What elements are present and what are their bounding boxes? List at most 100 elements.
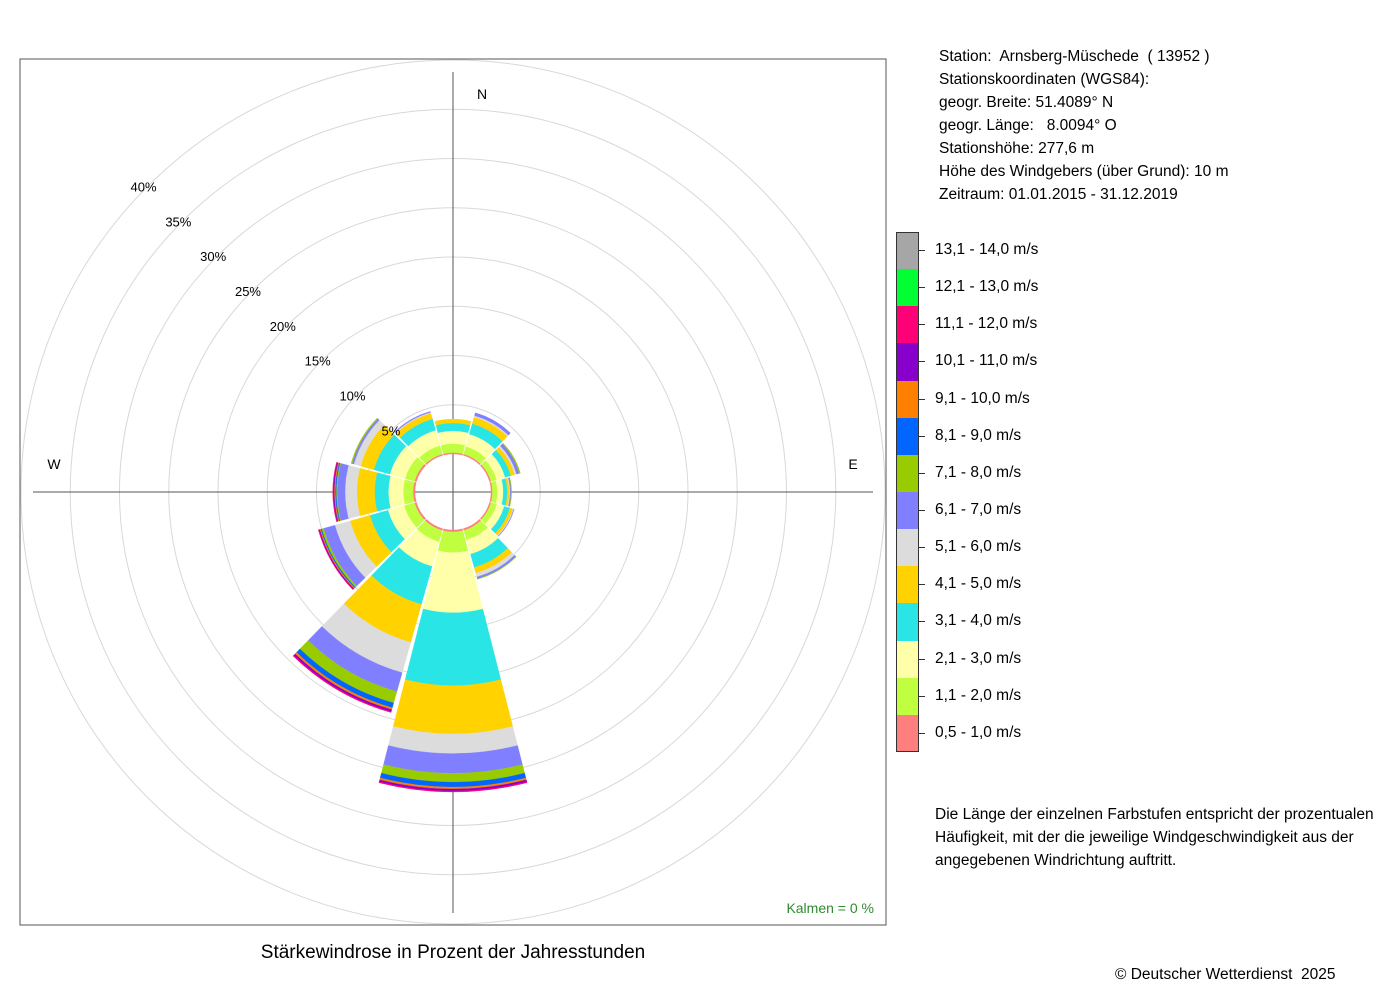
sector-150-band-7 bbox=[477, 556, 517, 580]
radial-tick-labels: 5% 10% 15% 20% 25% 30% 35% 40% bbox=[130, 180, 400, 439]
sector-180-band-9 bbox=[379, 777, 527, 790]
legend-swatch bbox=[896, 603, 919, 641]
sector-180 bbox=[378, 528, 528, 793]
legend-label: 1,1 - 2,0 m/s bbox=[935, 686, 1022, 704]
legend-swatch bbox=[896, 529, 919, 567]
legend-swatch bbox=[896, 306, 919, 344]
legend-swatch bbox=[896, 380, 919, 418]
longitude: geogr. Länge: 8.0094° O bbox=[939, 117, 1117, 134]
legend-label: 10,1 - 11,0 m/s bbox=[935, 352, 1038, 370]
sector-180-band-1 bbox=[437, 530, 469, 553]
copyright: © Deutscher Wetterdienst 2025 bbox=[1115, 966, 1336, 983]
legend-label: 7,1 - 8,0 m/s bbox=[935, 463, 1022, 481]
legend-swatch bbox=[896, 677, 919, 715]
sector-0-band-1 bbox=[440, 443, 466, 454]
legend-label: 0,5 - 1,0 m/s bbox=[935, 723, 1022, 741]
grid-ring-40 bbox=[20, 59, 886, 925]
legend-item: 0,5 - 1,0 m/s bbox=[896, 714, 1196, 752]
sector-180-band-11 bbox=[378, 781, 528, 793]
sector-150 bbox=[463, 518, 517, 580]
sector-60 bbox=[479, 442, 521, 482]
wind-rose-chart: 5% 10% 15% 20% 25% 30% 35% 40% N E W Kalmen = 0… bbox=[19, 58, 887, 926]
sector-270-band-1 bbox=[403, 479, 415, 505]
legend-tick bbox=[919, 547, 925, 549]
legend-swatch bbox=[896, 566, 919, 604]
sector-180-band-5 bbox=[388, 726, 518, 754]
legend-label: 5,1 - 6,0 m/s bbox=[935, 538, 1022, 556]
legend-tick bbox=[919, 398, 925, 400]
sector-270-band-3 bbox=[374, 472, 391, 512]
legend-swatch bbox=[896, 232, 919, 270]
sector-60-band-7 bbox=[502, 442, 521, 474]
radial-tick-label: 15% bbox=[305, 354, 331, 369]
sector-30 bbox=[463, 412, 511, 466]
radial-tick-label: 20% bbox=[270, 319, 296, 334]
radial-tick-label: 40% bbox=[130, 180, 156, 195]
legend-item: 7,1 - 8,0 m/s bbox=[896, 454, 1196, 492]
plot-border bbox=[19, 58, 887, 926]
legend-label: 6,1 - 7,0 m/s bbox=[935, 501, 1022, 518]
sensor-height: Höhe des Windgebers (über Grund): 10 m bbox=[939, 163, 1229, 180]
radial-tick-label: 25% bbox=[235, 284, 261, 299]
legend-item: 8,1 - 9,0 m/s bbox=[896, 417, 1196, 455]
legend-label: 4,1 - 5,0 m/s bbox=[935, 575, 1022, 593]
legend-label: 3,1 - 4,0 m/s bbox=[935, 612, 1022, 630]
sector-330 bbox=[394, 411, 443, 466]
legend-label: 11,1 - 12,0 m/s bbox=[935, 315, 1038, 333]
legend-tick bbox=[919, 695, 925, 697]
station-name: Station: Arnsberg-Müschede ( 13952 ) bbox=[939, 48, 1210, 65]
legend-tick bbox=[919, 287, 925, 289]
radial-tick-label: 30% bbox=[200, 249, 226, 264]
sector-210 bbox=[292, 518, 443, 713]
radial-tick-label: 35% bbox=[165, 214, 191, 229]
legend-label: 9,1 - 10,0 m/s bbox=[935, 389, 1030, 407]
legend-swatch bbox=[896, 492, 919, 530]
legend-swatch bbox=[896, 454, 919, 492]
legend-item: 9,1 - 10,0 m/s bbox=[896, 380, 1196, 418]
sector-0-band-4 bbox=[434, 418, 472, 426]
legend-tick bbox=[919, 510, 925, 511]
sector-180-band-4 bbox=[393, 679, 513, 735]
legend-item: 3,1 - 4,0 m/s bbox=[896, 603, 1196, 641]
legend-swatch bbox=[896, 417, 919, 455]
sector-90-band-7 bbox=[509, 477, 512, 507]
legend-item: 10,1 - 11,0 m/s bbox=[896, 343, 1196, 381]
legend-tick bbox=[919, 250, 925, 251]
sector-0 bbox=[434, 418, 472, 456]
sector-120-band-6 bbox=[497, 508, 515, 537]
legend-swatch bbox=[896, 269, 919, 307]
latitude: geogr. Breite: 51.4089° N bbox=[939, 94, 1114, 111]
sector-270-band-2 bbox=[388, 475, 405, 509]
calm-label: Kalmen = 0 % bbox=[786, 900, 874, 916]
radial-tick-label: 5% bbox=[382, 423, 401, 438]
legend-tick bbox=[919, 621, 925, 623]
sector-300 bbox=[350, 417, 427, 482]
sector-270-band-4 bbox=[356, 468, 378, 516]
compass-label-w: W bbox=[47, 456, 61, 472]
compass-label-e: E bbox=[848, 456, 857, 472]
legend-label: 8,1 - 9,0 m/s bbox=[935, 426, 1022, 444]
legend-tick bbox=[919, 584, 925, 586]
legend-item: 2,1 - 3,0 m/s bbox=[896, 640, 1196, 678]
legend-swatch bbox=[896, 640, 919, 678]
legend-tick bbox=[919, 472, 925, 474]
legend-item: 11,1 - 12,0 m/s bbox=[896, 306, 1196, 344]
legend-item: 13,1 - 14,0 m/s bbox=[896, 232, 1196, 270]
legend-label: 12,1 - 13,0 m/s bbox=[935, 278, 1039, 296]
legend-item: 5,1 - 6,0 m/s bbox=[896, 529, 1196, 567]
legend-swatch bbox=[896, 343, 919, 381]
legend-label: 2,1 - 3,0 m/s bbox=[935, 649, 1022, 667]
sector-240-band-11 bbox=[318, 529, 354, 590]
legend-tick bbox=[919, 324, 925, 326]
legend-item: 12,1 - 13,0 m/s bbox=[896, 269, 1196, 307]
legend-tick bbox=[919, 732, 925, 734]
sector-270 bbox=[332, 462, 417, 522]
chart-title: Stärkewindrose in Prozent der Jahresstun… bbox=[260, 942, 646, 963]
sector-210-band-11 bbox=[292, 655, 392, 713]
station-elevation: Stationshöhe: 277,6 m bbox=[939, 140, 1095, 157]
sector-270-band-11 bbox=[332, 462, 338, 522]
legend-swatch bbox=[896, 714, 919, 752]
sector-120 bbox=[479, 502, 515, 537]
legend-item: 6,1 - 7,0 m/s bbox=[896, 492, 1196, 530]
legend-tick bbox=[919, 361, 925, 363]
